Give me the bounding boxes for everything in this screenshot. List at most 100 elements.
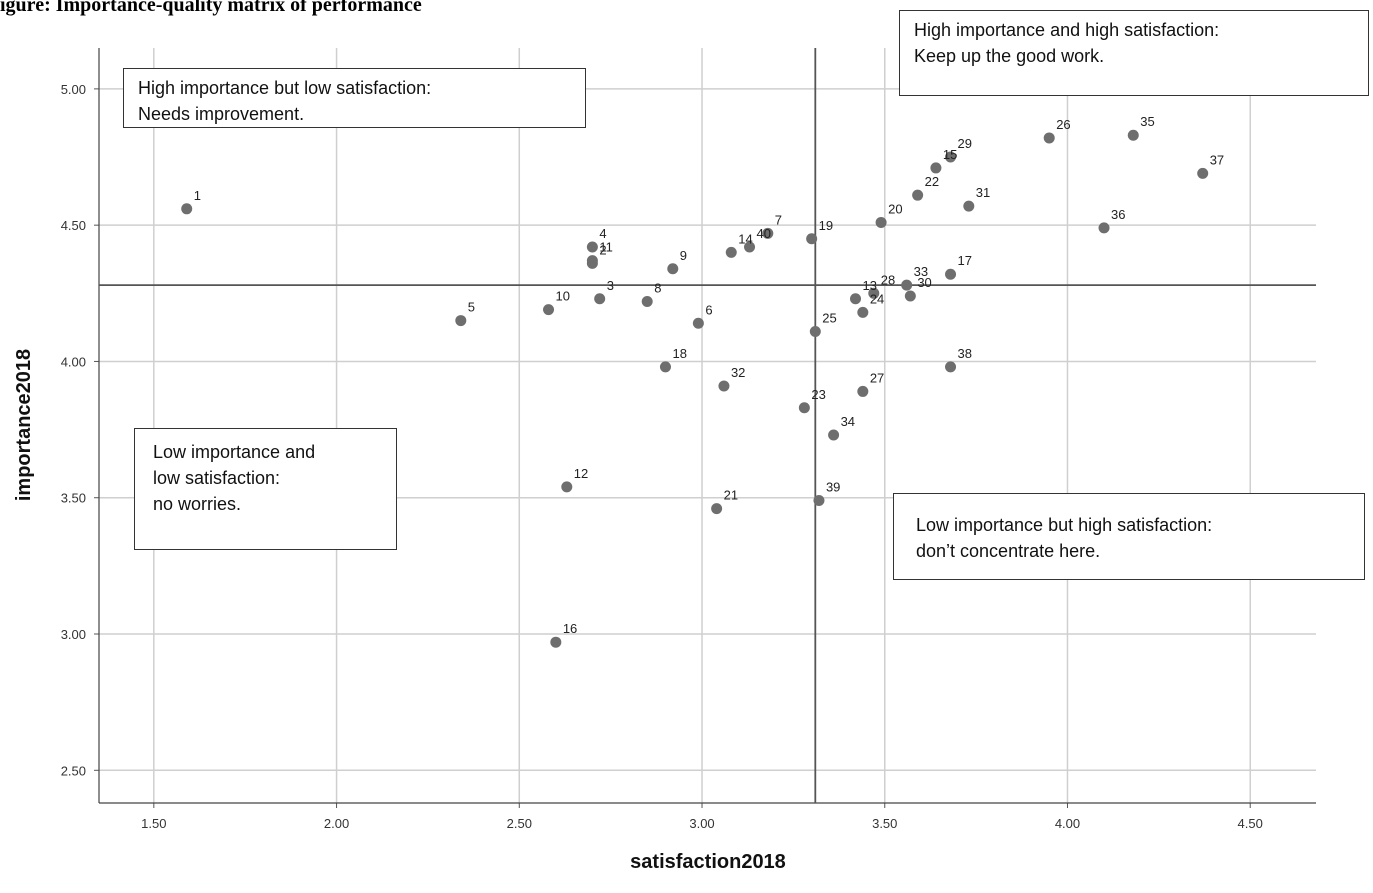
- point-label-17: 17: [958, 253, 972, 268]
- x-tick-label: 2.50: [507, 816, 532, 831]
- point-label-12: 12: [574, 466, 588, 481]
- point-label-25: 25: [822, 310, 836, 325]
- quadrant-box-high-importance-high-satisfaction: High importance and high satisfaction: K…: [899, 10, 1369, 96]
- point-label-20: 20: [888, 201, 902, 216]
- point-label-14: 14: [738, 231, 752, 246]
- point-label-18: 18: [672, 346, 686, 361]
- point-label-5: 5: [468, 300, 475, 315]
- point-label-30: 30: [917, 275, 931, 290]
- point-label-33: 33: [914, 264, 928, 279]
- quadrant-text-line: Needs improvement.: [138, 104, 305, 124]
- point-label-15: 15: [943, 147, 957, 162]
- point-label-10: 10: [556, 289, 570, 304]
- point-label-3: 3: [607, 278, 614, 293]
- scatter-point-13: [850, 293, 862, 305]
- y-tick-label: 4.00: [61, 354, 86, 369]
- point-label-35: 35: [1140, 114, 1154, 129]
- point-label-37: 37: [1210, 152, 1224, 167]
- scatter-point-9: [667, 263, 679, 275]
- reference-lines: [99, 48, 1316, 803]
- tick-labels: 1.50 2.00 2.50 3.00 3.50 4.00 4.50 2.50 3.00 3.50…: [61, 82, 1263, 831]
- point-label-34: 34: [841, 414, 855, 429]
- scatter-point-7: [762, 227, 774, 239]
- scatter-point-24: [857, 306, 869, 318]
- quadrant-text-line: low satisfaction:: [153, 468, 281, 488]
- scatter-point-5: [455, 315, 467, 327]
- point-label-13: 13: [863, 278, 877, 293]
- scatter-point-22: [912, 189, 924, 201]
- y-tick-label: 5.00: [61, 82, 86, 97]
- x-tick-label: 4.00: [1055, 816, 1080, 831]
- scatter-point-23: [798, 402, 810, 414]
- quadrant-box-low-importance-high-satisfaction: Low importance but high satisfaction: do…: [893, 493, 1365, 580]
- scatter-point-21: [711, 503, 723, 515]
- scatter-point-33: [901, 279, 913, 291]
- scatter-point-14: [725, 246, 737, 258]
- quadrant-text-line: Low importance and: [153, 442, 316, 462]
- y-tick-label: 2.50: [61, 763, 86, 778]
- scatter-point-28: [868, 287, 880, 299]
- point-label-32: 32: [731, 365, 745, 380]
- scatter-point-34: [828, 429, 840, 441]
- scatter-point-15: [930, 162, 942, 174]
- scatter-point-40: [744, 241, 756, 253]
- scatter-point-17: [945, 268, 957, 280]
- point-label-16: 16: [563, 621, 577, 636]
- scatter-point-36: [1098, 222, 1110, 234]
- point-label-1: 1: [194, 188, 201, 203]
- scatter-point-27: [857, 385, 869, 397]
- scatter-point-26: [1043, 132, 1055, 144]
- y-axis-title: importance2018: [13, 349, 35, 501]
- point-label-27: 27: [870, 370, 884, 385]
- y-tick-label: 3.00: [61, 627, 86, 642]
- point-label-23: 23: [811, 387, 825, 402]
- quadrant-text-line: Low importance but high satisfaction:: [916, 515, 1213, 535]
- axes: [94, 48, 1316, 808]
- quadrant-text-line: High importance and high satisfaction:: [914, 20, 1220, 40]
- quadrant-text-line: don’t concentrate here.: [916, 541, 1101, 561]
- quadrant-text-line: High importance but low satisfaction:: [138, 78, 432, 98]
- point-label-26: 26: [1056, 117, 1070, 132]
- scatter-point-38: [945, 361, 957, 373]
- scatter-point-20: [875, 216, 887, 228]
- point-label-36: 36: [1111, 207, 1125, 222]
- point-label-2: 2: [599, 242, 606, 257]
- scatter-point-8: [641, 295, 653, 307]
- scatter-point-35: [1127, 129, 1139, 141]
- point-label-38: 38: [958, 346, 972, 361]
- point-label-40: 40: [757, 226, 771, 241]
- x-tick-label: 2.00: [324, 816, 349, 831]
- scatter-point-19: [806, 233, 818, 245]
- x-axis-title: satisfaction2018: [630, 851, 786, 873]
- point-label-6: 6: [705, 302, 712, 317]
- scatter-point-3: [594, 293, 606, 305]
- point-label-9: 9: [680, 248, 687, 263]
- data-points: [181, 129, 1209, 648]
- point-label-39: 39: [826, 479, 840, 494]
- scatter-point-18: [659, 361, 671, 373]
- x-tick-label: 1.50: [141, 816, 166, 831]
- scatter-point-37: [1197, 167, 1209, 179]
- x-tick-label: 3.50: [872, 816, 897, 831]
- point-label-19: 19: [819, 218, 833, 233]
- point-label-22: 22: [925, 174, 939, 189]
- scatter-point-16: [550, 636, 562, 648]
- x-tick-label: 4.50: [1238, 816, 1263, 831]
- scatter-point-6: [692, 317, 704, 329]
- grid-lines: [99, 48, 1316, 803]
- scatter-point-4: [586, 241, 598, 253]
- point-label-4: 4: [599, 226, 606, 241]
- point-label-21: 21: [724, 488, 738, 503]
- point-label-7: 7: [775, 212, 782, 227]
- figure-caption: igure: Importance-quality matrix of perf…: [0, 0, 422, 16]
- scatter-point-12: [561, 481, 573, 493]
- scatter-point-10: [543, 304, 555, 316]
- point-label-31: 31: [976, 185, 990, 200]
- point-label-11: 11: [599, 240, 613, 255]
- scatter-point-31: [963, 200, 975, 212]
- scatter-point-30: [904, 290, 916, 302]
- point-label-24: 24: [870, 291, 884, 306]
- quadrant-text-line: no worries.: [153, 494, 242, 514]
- x-tick-label: 3.00: [689, 816, 714, 831]
- point-label-8: 8: [654, 280, 661, 295]
